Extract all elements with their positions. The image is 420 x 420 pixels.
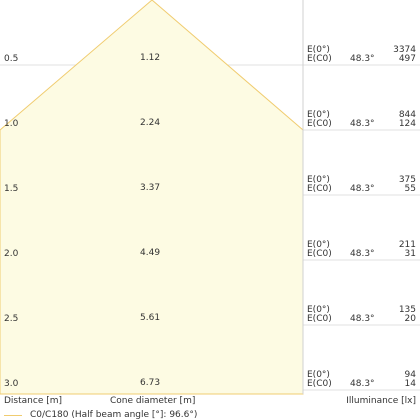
angle-value: 48.3° — [350, 249, 375, 259]
cone-diameter-value: 1.12 — [140, 53, 161, 63]
e0-label: E(0°) — [307, 175, 330, 185]
ec0-label: E(C0) — [307, 314, 332, 324]
cone-diameter-value: 6.73 — [140, 378, 161, 388]
e0-label: E(0°) — [307, 240, 330, 250]
cone-diameter-value: 3.37 — [140, 183, 161, 193]
ec0-label: E(C0) — [307, 379, 332, 389]
distance-label: 2.0 — [4, 249, 19, 259]
e0-value: 135 — [398, 305, 416, 315]
cone-diameter-value: 4.49 — [140, 248, 161, 258]
distance-label: 1.0 — [4, 119, 19, 129]
ec0-value: 20 — [404, 314, 416, 324]
ec0-label: E(C0) — [307, 184, 332, 194]
distance-label: 2.5 — [4, 314, 19, 324]
legend-text: C0/C180 (Half beam angle [°]: 96.6°) — [30, 410, 198, 420]
cone-diameter-label: Cone diameter [m] — [110, 396, 196, 406]
e0-value: 844 — [398, 110, 416, 120]
e0-value: 94 — [404, 370, 416, 380]
e0-label: E(0°) — [307, 370, 330, 380]
ec0-value: 55 — [404, 184, 416, 194]
ec0-value: 497 — [398, 54, 416, 64]
angle-value: 48.3° — [350, 54, 375, 64]
illuminance-label: Illuminance [lx] — [346, 396, 416, 406]
cone-diameter-value: 2.24 — [140, 118, 161, 128]
e0-label: E(0°) — [307, 110, 330, 120]
angle-value: 48.3° — [350, 314, 375, 324]
angle-value: 48.3° — [350, 184, 375, 194]
x-axis-label: Distance [m] — [4, 396, 63, 406]
angle-value: 48.3° — [350, 379, 375, 389]
ec0-label: E(C0) — [307, 119, 332, 129]
ec0-value: 31 — [404, 249, 416, 259]
e0-label: E(0°) — [307, 305, 330, 315]
e0-value: 3374 — [393, 45, 416, 55]
e0-value: 211 — [398, 240, 416, 250]
cone-shape — [0, 0, 304, 395]
e0-label: E(0°) — [307, 45, 330, 55]
angle-value: 48.3° — [350, 119, 375, 129]
distance-label: 3.0 — [4, 379, 19, 389]
distance-label: 0.5 — [4, 54, 19, 64]
cone-diameter-value: 5.61 — [140, 313, 161, 323]
ec0-value: 124 — [398, 119, 416, 129]
e0-value: 375 — [398, 175, 416, 185]
ec0-value: 14 — [404, 379, 416, 389]
legend-line-icon — [4, 415, 22, 416]
cone-area — [0, 0, 304, 395]
ec0-label: E(C0) — [307, 249, 332, 259]
ec0-label: E(C0) — [307, 54, 332, 64]
distance-label: 1.5 — [4, 184, 19, 194]
